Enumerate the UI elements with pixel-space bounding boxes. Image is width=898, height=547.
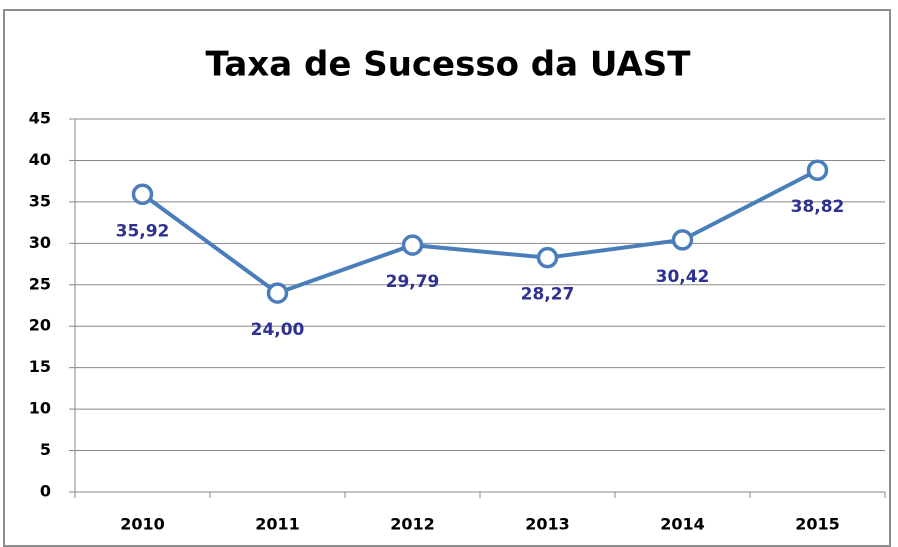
line — [141, 168, 819, 296]
x-tick-label: 2014 — [660, 515, 705, 534]
y-tick-label: 25 — [29, 274, 51, 293]
point — [536, 246, 559, 269]
y-tick-label: 35 — [29, 191, 51, 210]
data-label: 24,00 — [251, 320, 305, 340]
y-tick-label: 0 — [40, 482, 51, 501]
data-label: 29,79 — [386, 272, 440, 292]
x-tick-label: 2013 — [525, 515, 570, 534]
chart-frame — [3, 9, 891, 547]
chart-title: Taxa de Sucesso da UAST — [206, 45, 692, 85]
point — [266, 282, 289, 304]
x-tick-label: 2010 — [120, 515, 165, 534]
y-tick-label: 10 — [29, 399, 51, 418]
x-tick-label: 2011 — [255, 515, 300, 534]
x-tick-label: 2015 — [795, 515, 840, 534]
y-tick-label: 45 — [29, 109, 51, 128]
data-label: 28,27 — [521, 285, 575, 305]
y-tick-label: 5 — [40, 440, 51, 459]
point — [131, 183, 154, 206]
x-tick-label: 2012 — [390, 515, 435, 534]
data-label: 30,42 — [656, 267, 710, 287]
point — [671, 229, 694, 251]
point — [401, 234, 424, 256]
y-tick-label: 30 — [29, 233, 51, 252]
y-tick-label: 40 — [29, 150, 51, 169]
y-tick-label: 15 — [29, 357, 51, 376]
data-label: 38,82 — [791, 197, 845, 217]
data-label: 35,92 — [116, 221, 170, 241]
y-tick-label: 20 — [29, 316, 51, 335]
point — [806, 159, 829, 181]
